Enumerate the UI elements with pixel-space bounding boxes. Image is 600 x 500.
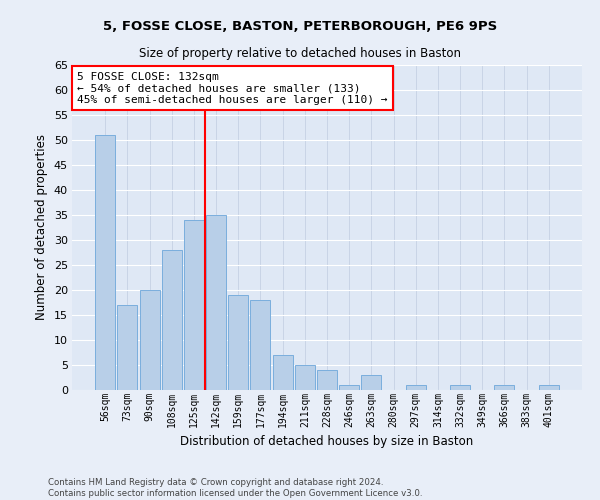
Bar [140,290,160,390]
Y-axis label: Number of detached properties: Number of detached properties [35,134,48,320]
Bar [162,250,182,390]
Bar [250,300,271,390]
Bar [494,385,514,390]
Text: 5 FOSSE CLOSE: 132sqm
← 54% of detached houses are smaller (133)
45% of semi-det: 5 FOSSE CLOSE: 132sqm ← 54% of detached … [77,72,388,104]
Bar [206,215,226,390]
Bar [317,370,337,390]
Bar [339,385,359,390]
Bar [272,355,293,390]
Bar [539,385,559,390]
Bar [228,295,248,390]
Text: Contains HM Land Registry data © Crown copyright and database right 2024.
Contai: Contains HM Land Registry data © Crown c… [48,478,422,498]
Bar [361,375,382,390]
X-axis label: Distribution of detached houses by size in Baston: Distribution of detached houses by size … [181,435,473,448]
Bar [406,385,426,390]
Text: 5, FOSSE CLOSE, BASTON, PETERBOROUGH, PE6 9PS: 5, FOSSE CLOSE, BASTON, PETERBOROUGH, PE… [103,20,497,33]
Bar [295,365,315,390]
Text: Size of property relative to detached houses in Baston: Size of property relative to detached ho… [139,48,461,60]
Bar [118,305,137,390]
Bar [184,220,204,390]
Bar [450,385,470,390]
Bar [95,135,115,390]
